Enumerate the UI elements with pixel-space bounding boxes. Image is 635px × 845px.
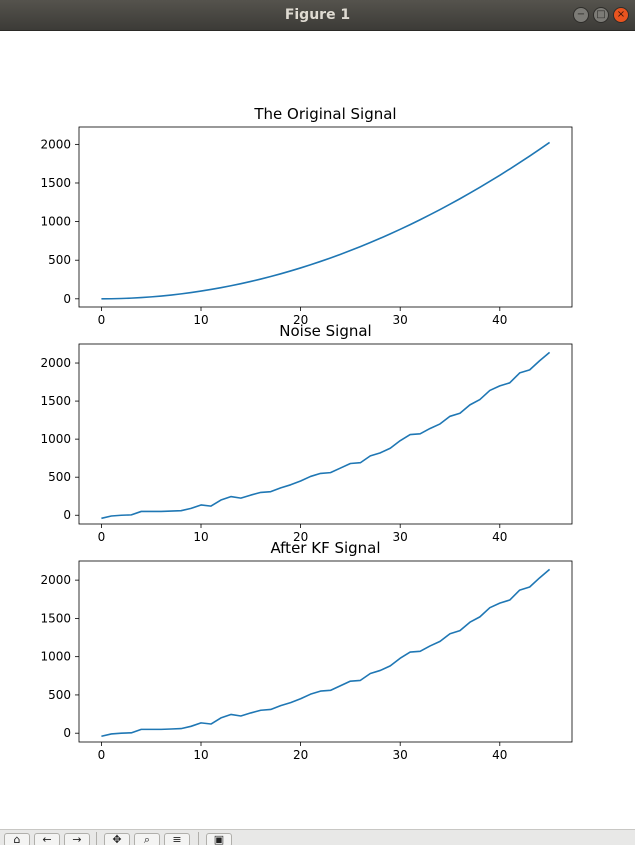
y-tick-label: 0: [63, 292, 71, 306]
series-line: [101, 351, 551, 520]
forward-icon[interactable]: →: [64, 833, 90, 845]
series-line: [101, 141, 551, 300]
x-tick-label: 10: [193, 530, 208, 544]
y-tick-label: 0: [63, 726, 71, 740]
y-tick-label: 1000: [40, 215, 71, 229]
series-line: [101, 568, 551, 738]
subplot-1: 0 10 20 30 40 0 500 1000 1500 2000 The Original Si…: [40, 105, 573, 327]
y-tick-label: 1000: [40, 432, 71, 446]
y-tick-label: 1500: [40, 176, 71, 190]
toolbar-separator: [96, 832, 97, 845]
x-tick-label: 30: [393, 313, 408, 327]
maximize-icon[interactable]: □: [593, 7, 609, 23]
subplot-title: The Original Signal: [253, 105, 396, 123]
y-tick-label: 1000: [40, 650, 71, 664]
subplot-title: Noise Signal: [279, 322, 371, 340]
x-tick-label: 40: [492, 530, 507, 544]
x-tick-label: 0: [98, 530, 106, 544]
toolbar-separator: [198, 832, 199, 845]
navigation-toolbar: ⌂ ← → ✥ ⌕ ≡ ▣: [0, 829, 635, 845]
window-title: Figure 1: [284, 7, 351, 23]
y-tick-label: 1500: [40, 394, 71, 408]
minimize-icon[interactable]: −: [573, 7, 589, 23]
window-titlebar: Figure 1 − □ ×: [0, 0, 635, 31]
configure-icon[interactable]: ≡: [164, 833, 190, 845]
subplot-2: 0 10 20 30 40 0 500 1000 1500 2000 Noise Signal: [40, 322, 573, 544]
axes-frame: [78, 560, 573, 743]
subplot-title: After KF Signal: [270, 539, 380, 557]
x-tick-label: 0: [98, 748, 106, 762]
x-tick-label: 10: [193, 313, 208, 327]
y-tick-label: 500: [48, 470, 71, 484]
axes-frame: [78, 126, 573, 308]
x-tick-label: 30: [393, 748, 408, 762]
x-tick-label: 20: [293, 748, 308, 762]
y-tick-label: 2000: [40, 137, 71, 151]
x-tick-label: 40: [492, 313, 507, 327]
y-tick-label: 500: [48, 253, 71, 267]
x-tick-label: 10: [193, 748, 208, 762]
y-tick-label: 2000: [40, 573, 71, 587]
y-tick-label: 2000: [40, 356, 71, 370]
x-tick-label: 20: [293, 313, 308, 327]
save-icon[interactable]: ▣: [206, 833, 232, 845]
back-icon[interactable]: ←: [34, 833, 60, 845]
home-icon[interactable]: ⌂: [4, 833, 30, 845]
x-tick-label: 20: [293, 530, 308, 544]
axes-frame: [78, 343, 573, 525]
close-icon[interactable]: ×: [613, 7, 629, 23]
y-tick-label: 0: [63, 508, 71, 522]
x-tick-label: 30: [393, 530, 408, 544]
x-tick-label: 40: [492, 748, 507, 762]
subplot-3: 0 10 20 30 40 0 500 1000 1500 2000 After KF Signal: [40, 539, 573, 762]
y-tick-label: 1500: [40, 611, 71, 625]
zoom-icon[interactable]: ⌕: [134, 833, 160, 845]
x-tick-label: 0: [98, 313, 106, 327]
pan-icon[interactable]: ✥: [104, 833, 130, 845]
y-tick-label: 500: [48, 688, 71, 702]
